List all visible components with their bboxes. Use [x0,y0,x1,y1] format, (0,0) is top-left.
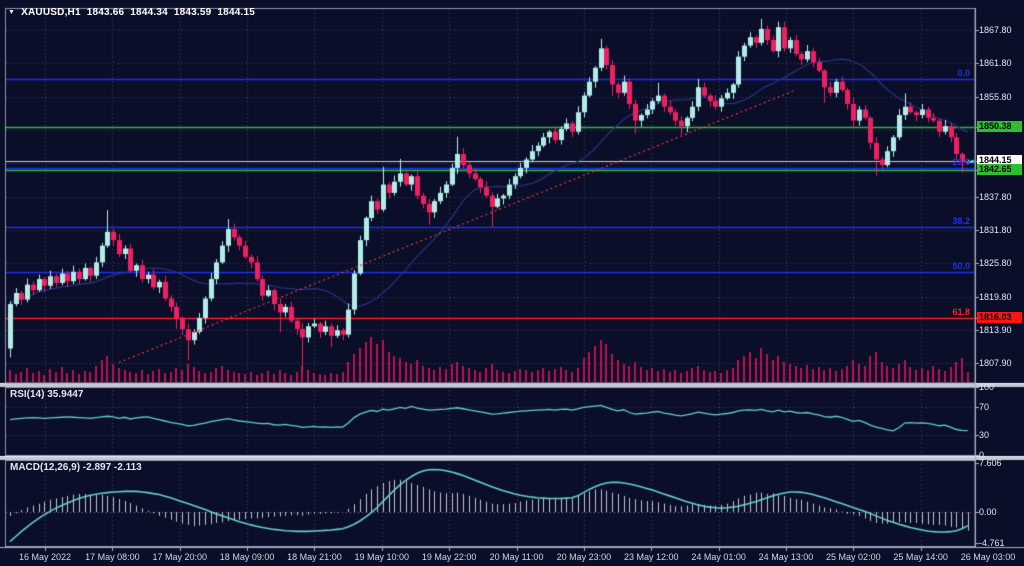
chart-canvas[interactable] [0,0,1024,566]
trading-chart-window: ▼ XAUUSD,H1 1843.66 1844.34 1843.59 1844.15 R… [0,0,1024,566]
